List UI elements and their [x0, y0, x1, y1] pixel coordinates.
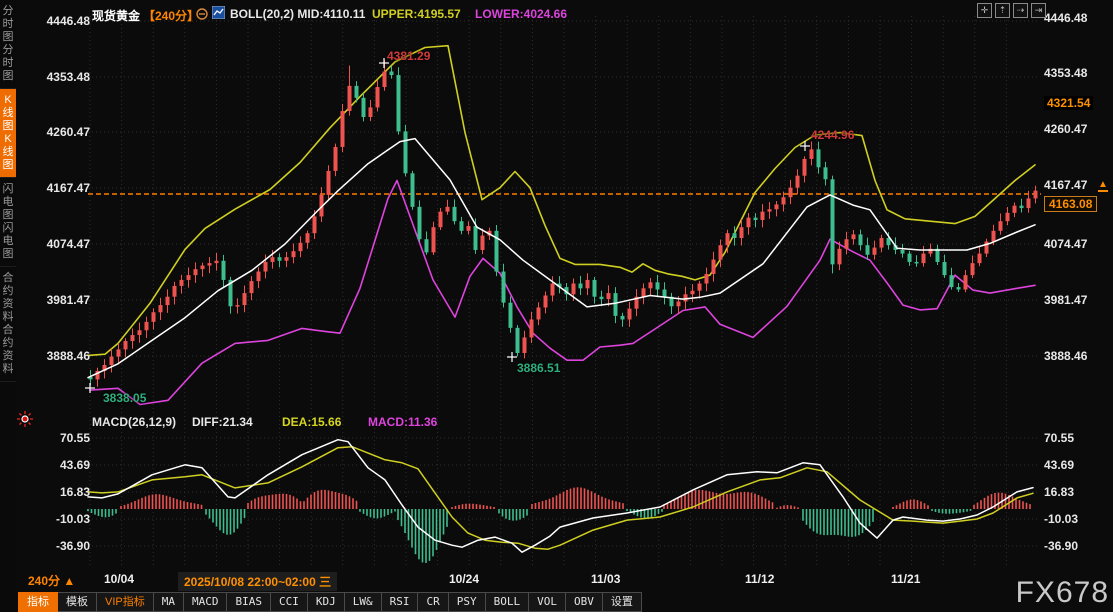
toolbar-button-设置[interactable]: 设置 — [602, 592, 642, 612]
toolbar-button-psy[interactable]: PSY — [448, 592, 486, 612]
toolbar-button-模板[interactable]: 模板 — [58, 592, 97, 612]
macd-axis-right-label: 70.55 — [1044, 431, 1075, 445]
price-extreme-annotation: 4244.96 — [811, 128, 855, 142]
shift-right-icon[interactable]: ⇥ — [1031, 3, 1046, 18]
toolbar-button-lw&[interactable]: LW& — [344, 592, 382, 612]
price-axis-left-label: 4260.47 — [46, 125, 90, 139]
sidebar-item-3[interactable]: 合约资料合约资料 — [0, 267, 16, 382]
date-axis-label: 10/24 — [449, 572, 480, 586]
date-axis-label: 11/03 — [591, 572, 621, 586]
toolbar-button-bias[interactable]: BIAS — [227, 592, 271, 612]
boll-indicator-label: BOLL(20,2) MID:4110.11 — [230, 7, 366, 21]
price-axis-left-label: 4074.47 — [46, 237, 90, 251]
price-axis-left-label: 3888.46 — [46, 349, 90, 363]
toolbar-button-boll[interactable]: BOLL — [485, 592, 530, 612]
price-axis-right-label: 4353.48 — [1044, 66, 1088, 80]
macd-dea-value: DEA:15.66 — [282, 415, 342, 429]
boll-upper-value: UPPER:4195.57 — [372, 7, 461, 21]
date-axis-label: 10/04 — [104, 572, 135, 586]
price-extreme-annotation: 3838.05 — [103, 391, 147, 405]
scale-right-icon[interactable]: ⇢ — [1013, 3, 1028, 18]
toolbar-button-vol[interactable]: VOL — [529, 592, 566, 612]
toolbar-button-ma[interactable]: MA — [153, 592, 184, 612]
crosshair-datetime-readout: 2025/10/08 22:00~02:00 三 — [178, 572, 338, 591]
date-axis-label: 11/21 — [891, 572, 921, 586]
toolbar-button-cr[interactable]: CR — [418, 592, 449, 612]
macd-axis-right-label: 16.83 — [1044, 485, 1075, 499]
current-price-badge: 4163.08 — [1044, 196, 1098, 212]
session-status-icon — [17, 411, 33, 432]
toolbar-button-指标[interactable]: 指标 — [18, 592, 58, 612]
price-axis-left-label: 4446.48 — [46, 14, 90, 28]
fx678-watermark: FX678 — [1015, 576, 1109, 609]
chart-tool-icons: ✛ ⇡ ⇢ ⇥ — [977, 3, 1046, 18]
price-axis-right-label: 3888.46 — [1044, 349, 1088, 363]
price-axis-right-label: 4446.48 — [1044, 11, 1088, 25]
toolbar-button-obv[interactable]: OBV — [565, 592, 603, 612]
symbol-title: 现货黄金 — [92, 9, 141, 23]
toolbar-button-rsi[interactable]: RSI — [381, 592, 419, 612]
period-indicator[interactable]: 240分 ▲ — [28, 574, 76, 588]
macd-axis-right-label: -10.03 — [1044, 512, 1079, 526]
macd-axis-left-label: -10.03 — [55, 512, 90, 526]
toolbar-button-cci[interactable]: CCI — [270, 592, 308, 612]
price-axis-right-label: 3981.47 — [1044, 293, 1088, 307]
reference-price-badge: 4321.54 — [1044, 96, 1094, 110]
macd-axis-left-label: 16.83 — [59, 485, 90, 499]
macd-axis-left-label: -36.90 — [55, 539, 90, 553]
macd-diff-value: DIFF:21.34 — [192, 415, 253, 429]
price-axis-right-label: 4260.47 — [1044, 122, 1088, 136]
macd-value: MACD:11.36 — [368, 415, 438, 429]
macd-axis-left-label: 43.69 — [59, 458, 90, 472]
price-position-arrow-icon: ▲ — [1098, 179, 1108, 192]
collapse-circle-icon[interactable] — [196, 8, 208, 23]
price-axis-left-label: 4353.48 — [46, 70, 90, 84]
boll-lower-value: LOWER:4024.66 — [475, 7, 568, 21]
price-extreme-annotation: 4381.29 — [387, 49, 431, 63]
indicator-toolbar: 指标 模板 VIP指标 MA MACD BIAS CCI KDJ LW& RSI CR PSY BOLL… — [18, 592, 642, 612]
period-tag: 【240分】 — [143, 9, 200, 23]
toolbar-button-macd[interactable]: MACD — [183, 592, 228, 612]
price-axis-right-label: 4074.47 — [1044, 237, 1088, 251]
price-axis-left-label: 4167.47 — [46, 181, 90, 195]
date-axis-label: 11/12 — [745, 572, 775, 586]
price-axis-left-label: 3981.47 — [46, 293, 90, 307]
indicator-chart-icon[interactable] — [211, 5, 226, 22]
move-crosshair-icon[interactable]: ✛ — [977, 3, 992, 18]
macd-axis-right-label: -36.90 — [1044, 539, 1079, 553]
toolbar-button-kdj[interactable]: KDJ — [307, 592, 345, 612]
price-axis-right-label: 4167.47 — [1044, 178, 1088, 192]
macd-axis-right-label: 43.69 — [1044, 458, 1075, 472]
scale-up-icon[interactable]: ⇡ — [995, 3, 1010, 18]
sidebar-item-2[interactable]: 闪电图闪电图 — [0, 178, 16, 267]
price-extreme-annotation: 3886.51 — [517, 361, 561, 375]
macd-axis-left-label: 70.55 — [59, 431, 90, 445]
sidebar-item-0[interactable]: 分时图分时图 — [0, 0, 16, 89]
macd-params-label: MACD(26,12,9) — [92, 415, 177, 429]
toolbar-button-vip指标[interactable]: VIP指标 — [97, 592, 154, 612]
